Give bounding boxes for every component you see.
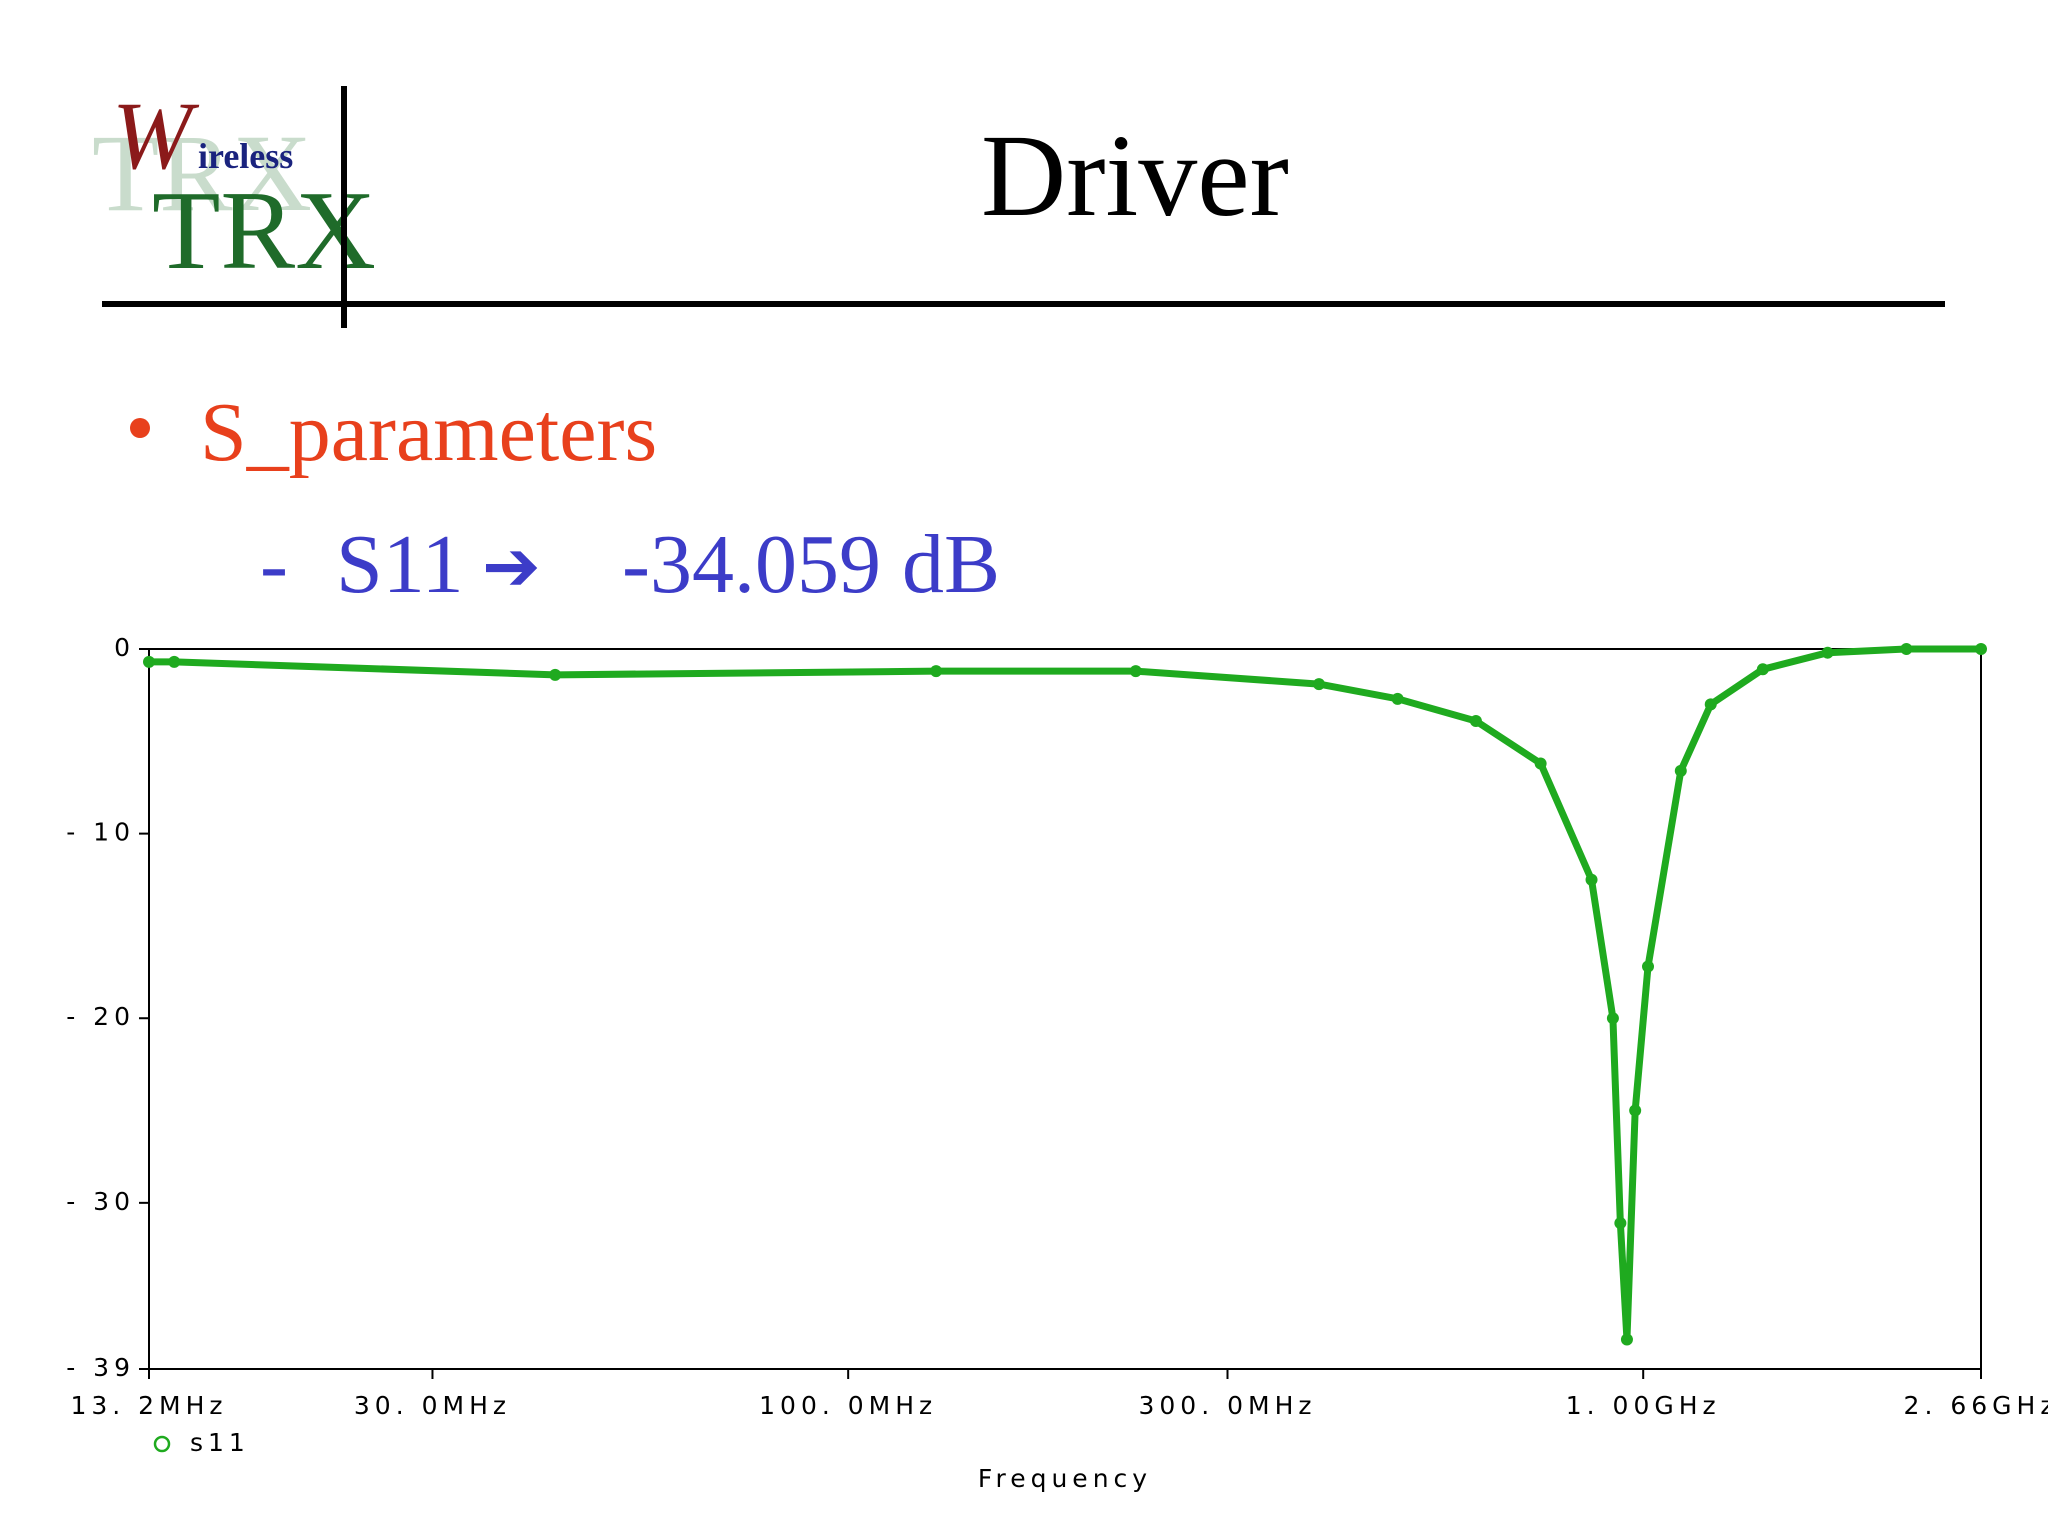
point-marker [1620, 1333, 1633, 1346]
point-marker [1704, 698, 1717, 711]
y-tick-label: - 20 [66, 1002, 135, 1031]
point-marker [930, 665, 943, 678]
point-marker [1629, 1104, 1642, 1117]
legend-label: s11 [190, 1428, 250, 1457]
sub-result: -34.059 dB [622, 518, 1000, 611]
logo-shadow: TRX [92, 112, 312, 234]
x-tick-label: 100. 0MHz [759, 1391, 937, 1420]
bullet-text: S_parameters [200, 386, 657, 479]
sub-arrow: ➔ [482, 525, 541, 607]
y-tick-label: - 30 [66, 1187, 135, 1216]
point-marker [1900, 643, 1913, 655]
point-marker [1756, 663, 1769, 676]
point-marker [168, 655, 181, 668]
x-tick-label: 300. 0MHz [1138, 1391, 1316, 1420]
point-marker [1129, 665, 1142, 678]
x-tick-label: 30. 0MHz [354, 1391, 511, 1420]
point-marker [1821, 646, 1834, 659]
point-marker [1534, 757, 1547, 770]
point-marker [1614, 1217, 1627, 1230]
point-marker [1312, 678, 1325, 691]
y-tick-label: 0 [114, 633, 135, 662]
y-tick-label: - 10 [66, 818, 135, 847]
point-marker [143, 655, 155, 668]
x-axis-label: Frequency [978, 1464, 1152, 1493]
x-tick-label: 1. 00GHz [1566, 1391, 1721, 1420]
point-marker [1674, 764, 1687, 777]
point-marker [549, 668, 562, 681]
plot-frame [148, 648, 1982, 1370]
chart: 0 - 10 - 20 - 30 - 39 13. 2MHz 30. 0MHz 100. 0M… [66, 633, 2048, 1493]
slide-title: Driver [981, 110, 1289, 241]
point-marker [1391, 692, 1404, 705]
sub-label: S11 [336, 518, 464, 611]
x-tick-label: 2. 66GHz [1904, 1391, 2048, 1420]
point-marker [1975, 643, 1987, 655]
point-marker [1642, 960, 1655, 973]
legend-marker [153, 1435, 171, 1453]
logo-initial: W [112, 82, 200, 189]
y-tick-label: - 39 [66, 1353, 135, 1382]
bullet-dot [130, 418, 150, 438]
point-marker [1585, 873, 1598, 886]
point-marker [1469, 715, 1482, 727]
logo-brand: TRX [152, 169, 376, 293]
logo-word: ireless [198, 136, 293, 176]
x-tick-label: 13. 2MHz [70, 1391, 227, 1420]
sub-dash: - [260, 518, 288, 611]
point-marker [1606, 1012, 1619, 1025]
